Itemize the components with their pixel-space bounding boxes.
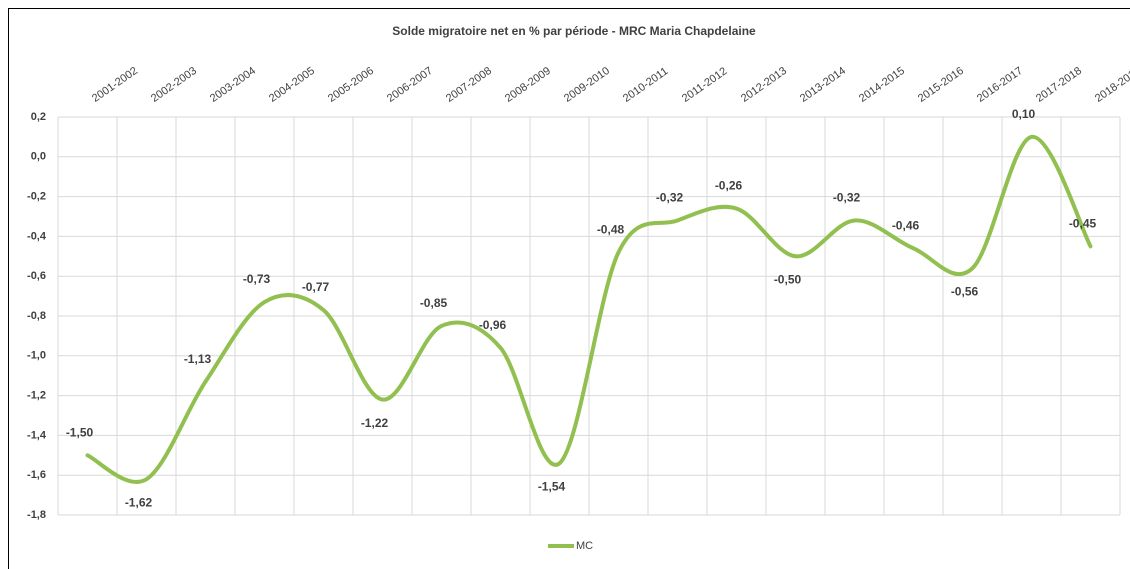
data-label: -0,26 [715, 179, 743, 193]
data-label: -0,56 [951, 284, 979, 298]
data-label: -0,32 [656, 191, 684, 205]
data-label: -1,54 [538, 479, 566, 493]
data-label: -1,50 [66, 425, 94, 439]
y-tick-label: -1,6 [27, 469, 46, 481]
data-label: -0,48 [597, 222, 625, 236]
data-label: -1,13 [184, 352, 212, 366]
data-label: -0,45 [1069, 217, 1097, 231]
data-label: -0,77 [302, 280, 330, 294]
data-label: -0,96 [479, 318, 507, 332]
y-tick-label: -0,8 [27, 310, 46, 322]
y-tick-label: -1,4 [27, 429, 47, 441]
data-line [85, 134, 1093, 484]
y-tick-label: -0,6 [27, 270, 46, 282]
data-label: -0,46 [892, 219, 920, 233]
y-tick-label: -1,0 [27, 350, 46, 362]
y-tick-label: -1,2 [27, 390, 46, 402]
y-tick-label: 0,0 [31, 151, 46, 163]
chart-title: Solde migratoire net en % par période - … [392, 24, 756, 38]
data-label: 0,10 [1012, 107, 1036, 121]
data-label: -0,85 [420, 296, 448, 310]
legend-label: MC [576, 540, 593, 552]
data-label: -1,22 [361, 416, 389, 430]
y-tick-label: 0,2 [31, 111, 46, 123]
data-label: -0,73 [243, 272, 271, 286]
y-tick-label: -0,4 [27, 230, 47, 242]
data-label: -0,32 [833, 191, 861, 205]
data-label: -1,62 [125, 495, 153, 509]
data-label: -0,50 [774, 272, 802, 286]
y-tick-label: -0,2 [27, 191, 46, 203]
y-tick-label: -1,8 [27, 509, 46, 521]
